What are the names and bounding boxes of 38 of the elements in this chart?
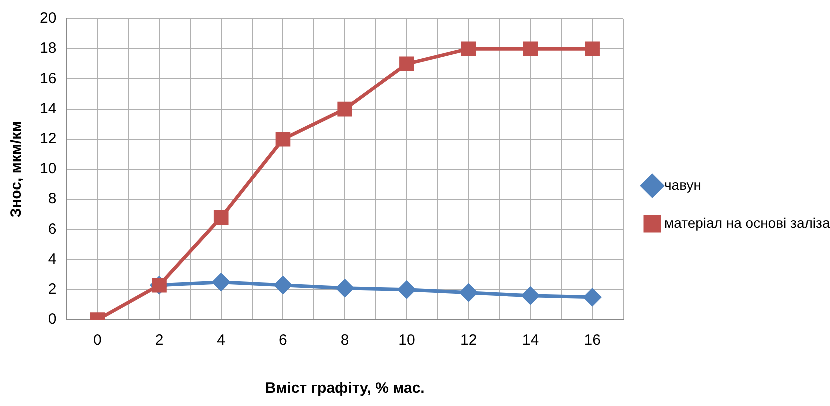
point — [338, 102, 352, 117]
point — [398, 281, 416, 299]
y-tick-label: 4 — [48, 250, 57, 268]
legend-label: чавун — [664, 176, 702, 193]
point — [584, 288, 602, 306]
y-tick-label: 20 — [40, 10, 57, 28]
x-tick-label: 10 — [398, 332, 416, 350]
y-tick-label: 6 — [48, 220, 57, 238]
x-axis-title: Вміст графіту, % мас. — [265, 380, 425, 398]
legend-label: матеріал на основі заліза — [664, 214, 830, 231]
point — [461, 42, 476, 57]
y-tick-label: 8 — [48, 190, 57, 208]
y-tick-label: 18 — [40, 40, 57, 58]
x-tick-label: 4 — [217, 332, 226, 350]
y-tick-label: 10 — [40, 160, 57, 178]
x-tick-label: 2 — [155, 332, 164, 350]
point — [276, 132, 291, 147]
y-tick-label: 0 — [48, 311, 57, 328]
point — [400, 56, 414, 72]
point — [585, 42, 600, 57]
x-tick-label: 12 — [460, 332, 478, 350]
y-tick-label: 2 — [48, 281, 57, 298]
y-tick-label: 14 — [40, 100, 57, 118]
x-tick-label: 14 — [522, 332, 540, 350]
point — [212, 274, 230, 292]
point — [336, 280, 354, 298]
x-tick-label: 16 — [584, 332, 601, 350]
point — [460, 284, 478, 302]
x-tick-label: 0 — [93, 332, 102, 350]
point — [274, 276, 292, 294]
y-tick-label: 12 — [40, 130, 57, 148]
point — [214, 210, 229, 226]
point — [522, 287, 540, 305]
y-axis-title: Знос, мкм/км — [8, 121, 26, 218]
x-tick-label: 6 — [279, 332, 288, 350]
point — [523, 42, 538, 57]
y-tick-label: 16 — [40, 70, 57, 88]
x-tick-label: 8 — [340, 332, 350, 350]
